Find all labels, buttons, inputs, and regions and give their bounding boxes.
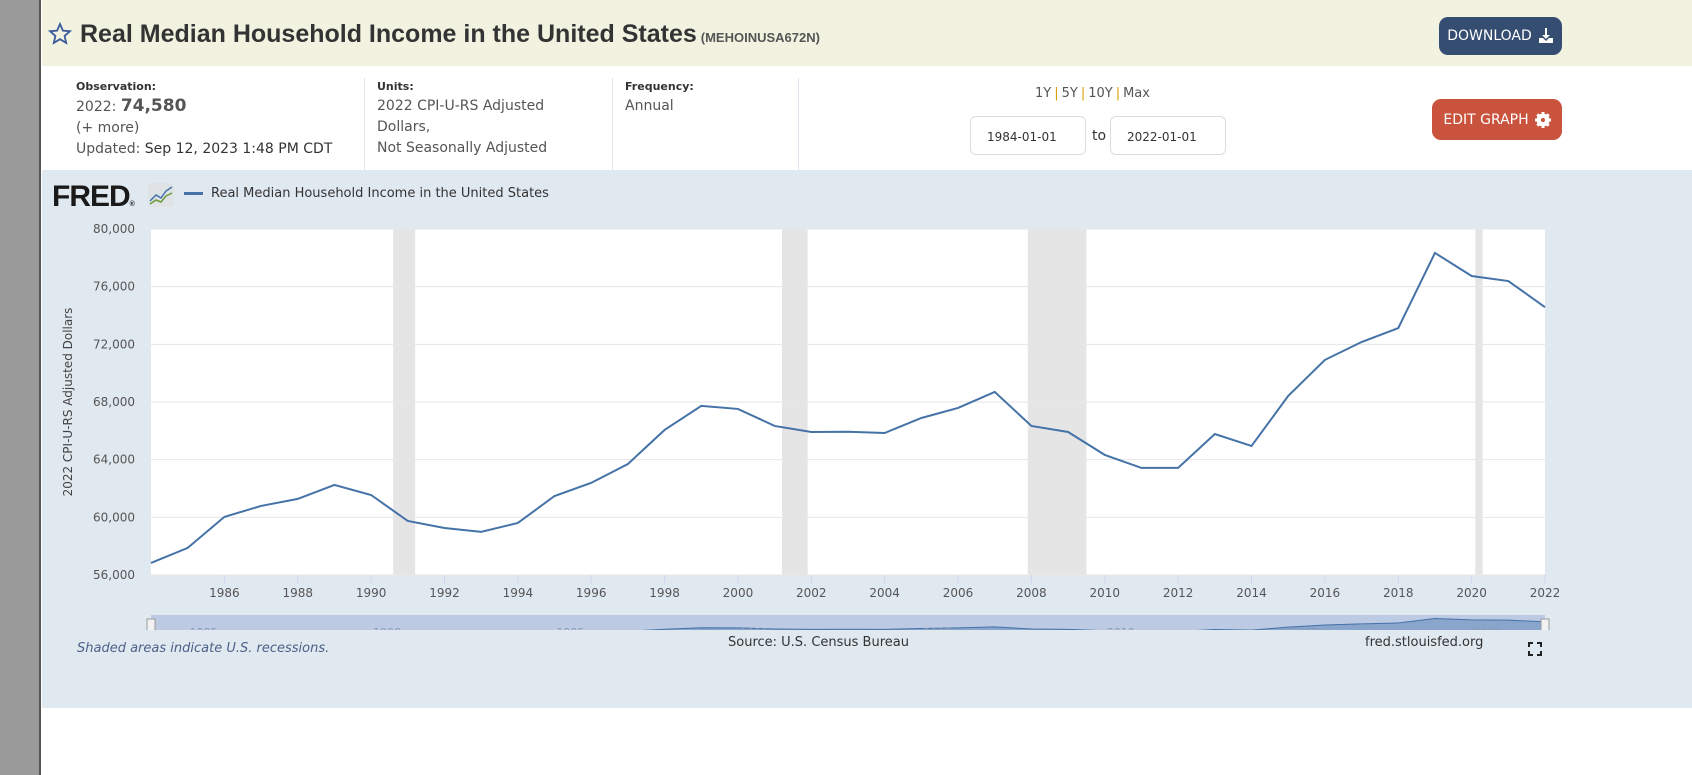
navigator-label: 2015 xyxy=(1290,626,1318,630)
legend-swatch xyxy=(184,192,203,195)
download-label: DOWNLOAD xyxy=(1447,28,1532,44)
gear-icon xyxy=(1534,111,1551,128)
x-tick-label: 2018 xyxy=(1383,586,1414,600)
updated-label: Updated: xyxy=(76,141,141,157)
series-header: Real Median Household Income in the Unit… xyxy=(42,0,1692,66)
more-link[interactable]: (+ more) xyxy=(76,120,140,136)
x-tick-label: 2016 xyxy=(1310,586,1341,600)
navigator-handle[interactable] xyxy=(1540,618,1550,630)
fullscreen-icon[interactable] xyxy=(1528,642,1542,656)
x-tick-label: 2006 xyxy=(943,586,974,600)
x-tick-label: 2010 xyxy=(1090,586,1121,600)
page-title: Real Median Household Income in the Unit… xyxy=(80,20,820,49)
chart-legend[interactable]: Real Median Household Income in the Unit… xyxy=(184,186,549,201)
series-id: (MEHOINUSA672N) xyxy=(700,30,820,45)
x-tick-label: 2004 xyxy=(869,586,900,600)
divider xyxy=(612,78,613,170)
legend-label: Real Median Household Income in the Unit… xyxy=(211,186,549,201)
edit-graph-button[interactable]: EDIT GRAPH xyxy=(1432,99,1562,140)
navigator-label: 1995 xyxy=(557,626,585,630)
range-1y[interactable]: 1Y xyxy=(1035,86,1052,101)
recession-note: Shaded areas indicate U.S. recessions. xyxy=(77,641,330,656)
x-tick-label: 1986 xyxy=(209,586,240,600)
y-tick-label: 72,000 xyxy=(93,337,135,351)
y-tick-label: 64,000 xyxy=(93,453,135,467)
chart-panel: FRED® Real Median Household Income in th… xyxy=(42,170,1692,708)
x-tick-label: 1994 xyxy=(503,586,534,600)
x-tick-label: 2002 xyxy=(796,586,827,600)
star-icon[interactable] xyxy=(48,22,72,46)
navigator-line xyxy=(641,617,1546,630)
units-line: Dollars, xyxy=(377,119,431,135)
range-selector: 1Y | 5Y | 10Y | Max xyxy=(1035,86,1150,101)
end-date-input[interactable]: 2022-01-01 xyxy=(1110,116,1226,155)
updated-value: Sep 12, 2023 1:48 PM CDT xyxy=(144,141,333,157)
x-tick-label: 2014 xyxy=(1236,586,1267,600)
observation-year: 2022: xyxy=(76,99,117,115)
title-text: Real Median Household Income in the Unit… xyxy=(80,20,697,48)
x-tick-label: 2000 xyxy=(723,586,754,600)
to-label: to xyxy=(1092,128,1107,144)
range-max[interactable]: Max xyxy=(1123,86,1150,101)
y-tick-label: 76,000 xyxy=(93,280,135,294)
x-tick-label: 1988 xyxy=(282,586,313,600)
x-tick-label: 1996 xyxy=(576,586,607,600)
navigator-window xyxy=(151,615,1545,630)
frequency-value: Annual xyxy=(625,98,674,114)
navigator-label: 2020 xyxy=(1474,626,1502,630)
navigator-label: 2000 xyxy=(740,626,768,630)
edit-graph-label: EDIT GRAPH xyxy=(1443,111,1529,128)
frequency-label: Frequency: xyxy=(625,80,694,93)
frequency-block: Frequency: Annual xyxy=(625,80,694,117)
x-tick-label: 1992 xyxy=(429,586,460,600)
y-axis-label: 2022 CPI-U-RS Adjusted Dollars xyxy=(61,308,75,497)
units-line: Not Seasonally Adjusted xyxy=(377,140,548,156)
line-chart: 56,000 60,000 64,000 68,000 72,000 76,000 80,0… xyxy=(61,222,1561,630)
x-tick-label: 2022 xyxy=(1530,586,1561,600)
divider xyxy=(798,78,799,170)
observation-value: 74,580 xyxy=(120,96,187,116)
navigator-label: 2005 xyxy=(923,626,951,630)
fred-site-link[interactable]: fred.stlouisfed.org xyxy=(1365,635,1484,650)
observation-block: Observation: 2022: 74,580 (+ more) Updat… xyxy=(76,80,332,160)
observation-label: Observation: xyxy=(76,80,157,93)
units-label: Units: xyxy=(377,80,414,93)
x-tick-label: 1990 xyxy=(356,586,387,600)
x-tick-label: 1998 xyxy=(649,586,680,600)
x-tick-label: 2020 xyxy=(1456,586,1487,600)
y-tick-label: 80,000 xyxy=(93,222,135,236)
y-tick-label: 68,000 xyxy=(93,395,135,409)
y-tick-label: 56,000 xyxy=(93,568,135,582)
start-date-input[interactable]: 1984-01-01 xyxy=(970,116,1086,155)
navigator-area xyxy=(650,618,1545,630)
y-tick-label: 60,000 xyxy=(93,510,135,524)
navigator-label: 2010 xyxy=(1107,626,1135,630)
download-button[interactable]: DOWNLOAD xyxy=(1439,17,1562,55)
download-icon xyxy=(1538,28,1553,43)
range-5y[interactable]: 5Y xyxy=(1061,86,1078,101)
navigator-handle[interactable] xyxy=(146,618,156,630)
source-label: Source: U.S. Census Bureau xyxy=(728,635,909,650)
divider xyxy=(364,78,365,170)
x-tick-label: 2012 xyxy=(1163,586,1194,600)
x-tick-label: 2008 xyxy=(1016,586,1047,600)
fred-chart-icon xyxy=(148,183,174,207)
units-line: 2022 CPI-U-RS Adjusted xyxy=(377,98,545,114)
navigator-label: 1985 xyxy=(190,626,218,630)
fred-logo: FRED® xyxy=(52,180,135,213)
units-block: Units: 2022 CPI-U-RS Adjusted Dollars, N… xyxy=(377,80,547,159)
left-gutter xyxy=(0,0,41,775)
range-10y[interactable]: 10Y xyxy=(1088,86,1113,101)
navigator-label: 1990 xyxy=(373,626,401,630)
